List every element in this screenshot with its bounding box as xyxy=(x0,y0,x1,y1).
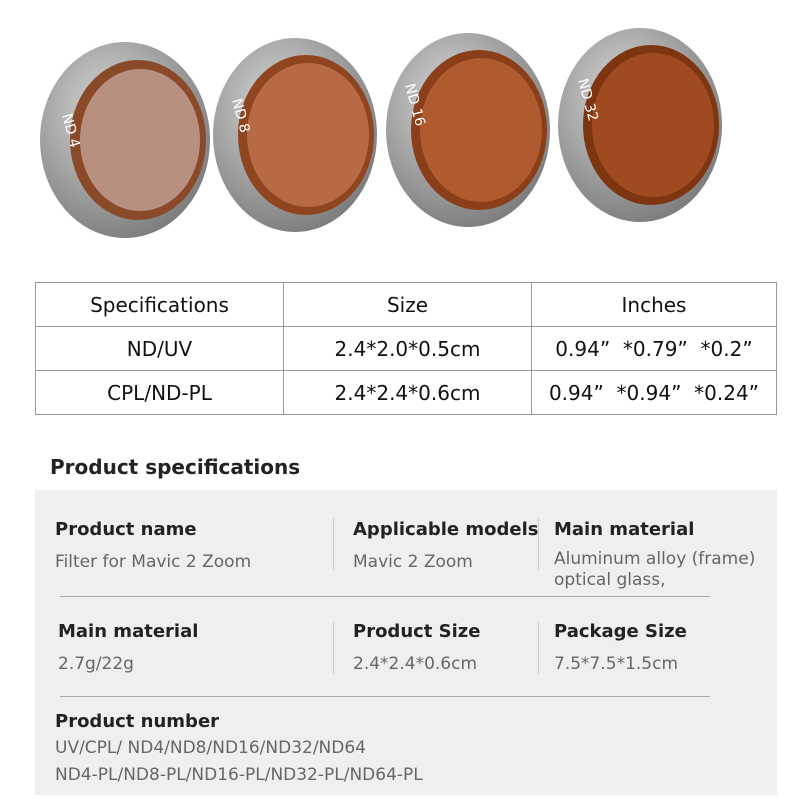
spec-label: Applicable models xyxy=(353,519,539,540)
filter: ND 4 xyxy=(40,42,210,238)
spec-value: 2.7g/22g xyxy=(58,654,134,674)
spec-value: ND4-PL/ND8-PL/ND16-PL/ND32-PL/ND64-PL xyxy=(55,765,423,785)
header-cell: Inches xyxy=(531,282,777,327)
cell: 0.94” *0.79” *0.2” xyxy=(531,326,777,371)
separator xyxy=(333,622,334,674)
filter: ND 16 xyxy=(386,33,550,227)
spec-value: Aluminum alloy (frame) optical glass, xyxy=(554,549,756,590)
spec-value: Mavic 2 Zoom xyxy=(353,552,473,572)
header-cell: Specifications xyxy=(35,282,284,327)
spec-label: Product name xyxy=(55,519,197,540)
spec-value: 7.5*7.5*1.5cm xyxy=(554,654,679,674)
cell: 2.4*2.0*0.5cm xyxy=(283,326,532,371)
filter: ND 8 xyxy=(213,38,377,232)
separator xyxy=(60,696,710,697)
specs-title: Product specifications xyxy=(50,455,301,479)
spec-label: Package Size xyxy=(554,621,687,642)
filters-image: ND 4 ND 8 ND 16 ND 32 xyxy=(40,28,722,238)
cell: 2.4*2.4*0.6cm xyxy=(283,370,532,415)
specs-box xyxy=(35,490,777,795)
cell: 0.94” *0.94” *0.24” xyxy=(531,370,777,415)
separator xyxy=(538,622,539,674)
spec-value: 2.4*2.4*0.6cm xyxy=(353,654,478,674)
spec-label: Product Size xyxy=(353,621,481,642)
header-cell: Size xyxy=(283,282,532,327)
cell: CPL/ND-PL xyxy=(35,370,284,415)
spec-label: Main material xyxy=(554,519,695,540)
separator xyxy=(60,596,710,597)
separator xyxy=(538,518,539,570)
cell: ND/UV xyxy=(35,326,284,371)
separator xyxy=(333,518,334,570)
filter: ND 32 xyxy=(558,28,722,222)
spec-value: Filter for Mavic 2 Zoom xyxy=(55,552,252,572)
spec-label: Main material xyxy=(58,621,199,642)
spec-label: Product number xyxy=(55,711,220,732)
spec-value: UV/CPL/ ND4/ND8/ND16/ND32/ND64 xyxy=(55,738,366,758)
size-table: Specifications Size Inches ND/UV 2.4*2.0*0.… xyxy=(35,282,777,415)
